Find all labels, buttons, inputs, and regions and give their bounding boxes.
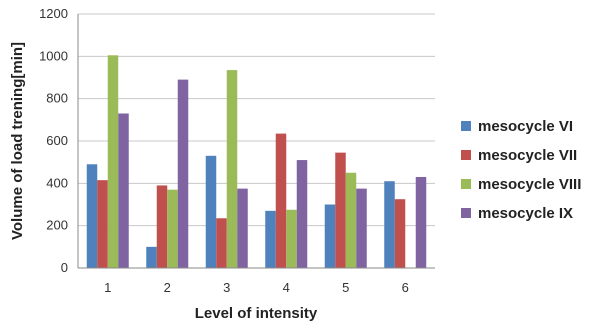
legend-swatch xyxy=(461,208,471,218)
legend-swatch xyxy=(461,150,471,160)
y-tick-label: 1200 xyxy=(39,6,68,21)
y-tick-label: 400 xyxy=(46,175,68,190)
bar-mesocycle-vi-1 xyxy=(86,164,98,268)
bar-mesocycle-vii-1 xyxy=(97,180,108,268)
bar-mesocycle-viii-5 xyxy=(345,172,357,268)
legend-swatch xyxy=(461,121,471,131)
legend-label: mesocycle VIII xyxy=(478,176,581,193)
legend-swatch xyxy=(461,179,471,189)
bar-mesocycle-viii-3 xyxy=(226,70,238,268)
bar-mesocycle-ix-5 xyxy=(356,188,367,268)
bar-mesocycle-ix-3 xyxy=(237,188,248,268)
bar-mesocycle-vii-2 xyxy=(156,185,168,268)
bar-mesocycle-viii-1 xyxy=(107,55,119,269)
y-tick-label: 800 xyxy=(46,91,68,106)
x-axis-title: Level of intensity xyxy=(195,305,318,322)
y-tick-label: 200 xyxy=(46,218,68,233)
bar-mesocycle-viii-2 xyxy=(167,189,178,268)
y-tick-labels: 0 200 400 600 800 1000 1200 xyxy=(39,6,68,275)
bar-mesocycle-ix-2 xyxy=(177,79,189,268)
legend-label: mesocycle IX xyxy=(478,205,573,222)
bar-mesocycle-vii-3 xyxy=(216,218,227,268)
bar-mesocycle-vii-6 xyxy=(394,199,406,268)
x-tick-label: 1 xyxy=(104,280,111,295)
bars xyxy=(86,55,427,269)
bar-mesocycle-vi-3 xyxy=(205,155,217,268)
x-tick-labels: 1 2 3 4 5 6 xyxy=(104,280,409,295)
y-tick-label: 1000 xyxy=(39,48,68,63)
x-tick-label: 2 xyxy=(164,280,171,295)
legend: mesocycle VI mesocycle VII mesocycle VIII m… xyxy=(461,118,581,222)
bar-mesocycle-ix-6 xyxy=(415,176,427,268)
legend-label: mesocycle VI xyxy=(478,118,573,135)
bar-mesocycle-vii-4 xyxy=(275,133,287,268)
bar-mesocycle-vi-6 xyxy=(384,181,395,268)
bar-mesocycle-ix-1 xyxy=(118,113,129,268)
x-tick-label: 5 xyxy=(342,280,349,295)
legend-label: mesocycle VII xyxy=(478,147,577,164)
bar-mesocycle-vi-5 xyxy=(324,204,336,268)
x-tick-label: 6 xyxy=(402,280,409,295)
bar-mesocycle-vii-5 xyxy=(335,152,346,268)
x-tick-label: 3 xyxy=(223,280,230,295)
bar-mesocycle-ix-4 xyxy=(296,160,308,268)
bar-mesocycle-vi-4 xyxy=(265,210,276,268)
bar-mesocycle-vi-2 xyxy=(146,246,157,268)
bar-mesocycle-viii-4 xyxy=(286,209,297,268)
x-tick-label: 4 xyxy=(283,280,290,295)
gridlines xyxy=(78,13,435,227)
y-axis-title: Volume of load trening[min] xyxy=(9,42,26,240)
y-tick-label: 0 xyxy=(61,260,68,275)
y-tick-label: 600 xyxy=(46,133,68,148)
